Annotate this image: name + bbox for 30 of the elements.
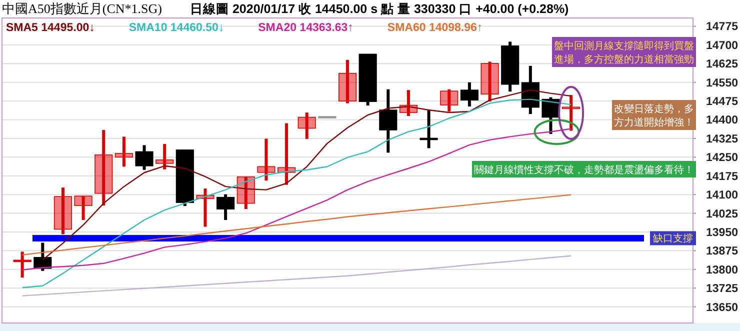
y-tick-label: 14400 xyxy=(706,114,738,127)
text: SMA20 14363.63↑ xyxy=(258,22,354,34)
y-tick-label: 14625 xyxy=(706,58,739,71)
line-series xyxy=(22,128,572,270)
y-tick-label: 13950 xyxy=(706,226,738,239)
y-tick-label: 14175 xyxy=(706,170,739,183)
y-tick-label: 13725 xyxy=(706,283,739,296)
text: SMA5 14495.00↓ xyxy=(6,22,95,34)
annotation: 關鍵月線慣性支撐不破，走勢都是震盪偏多看待！ xyxy=(474,164,694,176)
line-series xyxy=(22,194,572,256)
y-tick-label: 14250 xyxy=(706,152,738,164)
annotation: 盤中回測月線支撐隨即得到買盤進場，多方控盤的力道相當強勁 xyxy=(554,40,694,66)
y-tick-label: 13650 xyxy=(706,302,738,314)
y-tick-label: 14700 xyxy=(706,40,738,52)
band-label: 缺口支撐 xyxy=(653,232,693,245)
text: SMA60 14098.96↑ xyxy=(387,22,483,34)
line-series xyxy=(22,255,572,296)
y-tick-label: 13800 xyxy=(706,264,738,276)
chart-subtitle: 日線圖 2020/01/17 收 14450.00 s 點 量 330330 口 +40.00 (+0.28%) xyxy=(190,2,569,16)
y-tick-label: 14775 xyxy=(706,21,739,34)
y-tick-label: 13875 xyxy=(706,246,739,258)
y-tick-label: 14550 xyxy=(706,77,738,90)
y-tick-label: 14100 xyxy=(706,190,738,202)
line-series xyxy=(22,98,572,288)
text: 改變日落走勢，多方力道開始增強！ xyxy=(614,103,694,128)
y-tick-label: 14025 xyxy=(706,208,739,220)
text: SMA10 14460.50↓ xyxy=(128,22,224,34)
y-tick-label: 14325 xyxy=(706,133,739,146)
y-tick-label: 14475 xyxy=(706,96,739,108)
chart-title: 中國A50指數近月(CN*1.SG) xyxy=(2,1,162,16)
